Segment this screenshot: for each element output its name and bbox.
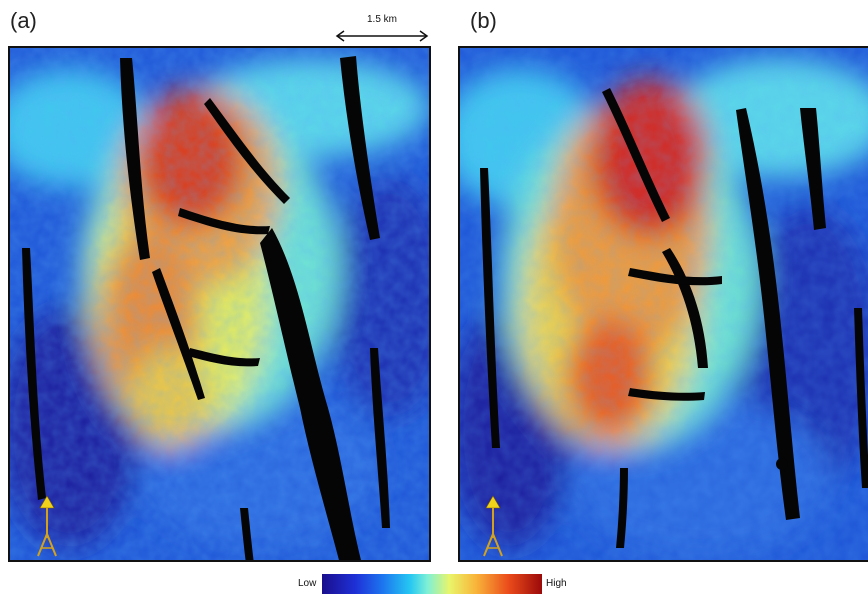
seismic-attribute-map-a bbox=[8, 46, 431, 562]
scale-bar-label: 1.5 km bbox=[366, 14, 397, 25]
legend-colorbar bbox=[322, 574, 542, 594]
panel-label-b: (b) bbox=[470, 8, 497, 33]
attribute-image-b bbox=[460, 48, 868, 560]
seismic-attribute-map-b bbox=[458, 46, 868, 562]
color-legend: Low High bbox=[0, 574, 868, 595]
north-arrow-icon-a bbox=[36, 494, 58, 560]
legend-high-label: High bbox=[546, 578, 567, 589]
scale-bar-arrow bbox=[335, 30, 429, 42]
scale-bar: 1.5 km bbox=[334, 14, 430, 44]
attribute-image-a bbox=[10, 48, 429, 560]
panel-label-a: (a) bbox=[10, 8, 37, 33]
legend-low-label: Low bbox=[298, 578, 317, 589]
north-arrow-icon-b bbox=[482, 494, 504, 560]
